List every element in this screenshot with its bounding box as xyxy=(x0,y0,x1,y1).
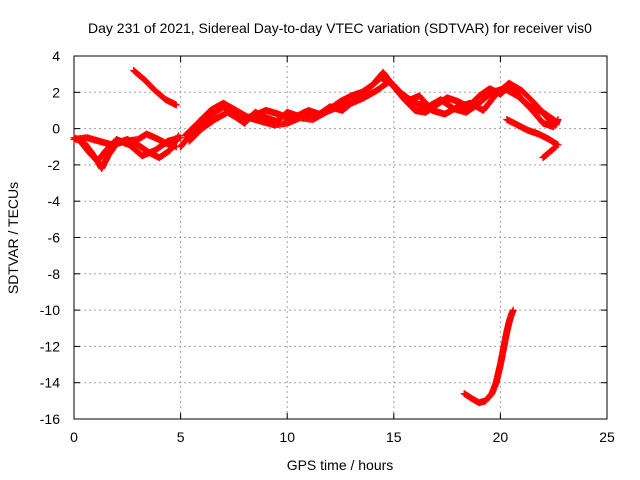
data-point-markers xyxy=(503,116,562,149)
y-tick-label: -8 xyxy=(48,266,61,282)
y-tick-label: 4 xyxy=(52,48,60,64)
x-tick-label: 10 xyxy=(279,429,295,445)
data-point-markers xyxy=(543,114,562,129)
y-tick-label: 0 xyxy=(52,121,60,137)
series-segment xyxy=(460,306,517,407)
y-tick-label: -6 xyxy=(48,230,61,246)
data-point-markers xyxy=(539,143,560,162)
series-segment xyxy=(539,143,560,162)
y-tick-label: -14 xyxy=(40,375,60,391)
y-tick-label: -4 xyxy=(48,193,61,209)
x-axis-label: GPS time / hours xyxy=(287,457,394,473)
data-point-markers xyxy=(130,67,180,109)
data-point-markers xyxy=(185,74,551,145)
x-tick-label: 5 xyxy=(177,429,185,445)
y-tick-label: -16 xyxy=(40,411,60,427)
y-tick-label: 2 xyxy=(52,84,60,100)
y-tick-label: -10 xyxy=(40,302,60,318)
series-segment xyxy=(130,67,180,109)
x-tick-label: 20 xyxy=(493,429,509,445)
y-tick-labels: 4 2 0 -2 -4 -6 -8 -10 -12 -14 -16 xyxy=(40,48,60,427)
series-segment xyxy=(503,116,562,149)
data-series xyxy=(70,67,562,407)
data-point-markers xyxy=(460,306,517,407)
y-tick-label: -12 xyxy=(40,338,60,354)
y-tick-label: -2 xyxy=(48,157,61,173)
series-segment xyxy=(543,114,562,129)
x-tick-labels: 0 5 10 15 20 25 xyxy=(70,429,615,445)
x-tick-label: 25 xyxy=(599,429,615,445)
chart-title: Day 231 of 2021, Sidereal Day-to-day VTE… xyxy=(88,20,592,36)
series-segment xyxy=(185,74,551,145)
data-point-markers xyxy=(76,134,185,165)
x-tick-label: 0 xyxy=(70,429,78,445)
x-tick-label: 15 xyxy=(386,429,402,445)
series-segment xyxy=(76,134,185,165)
y-axis-label: SDTVAR / TECUs xyxy=(5,182,21,294)
grid-lines xyxy=(74,56,607,419)
axis-ticks xyxy=(73,55,608,420)
